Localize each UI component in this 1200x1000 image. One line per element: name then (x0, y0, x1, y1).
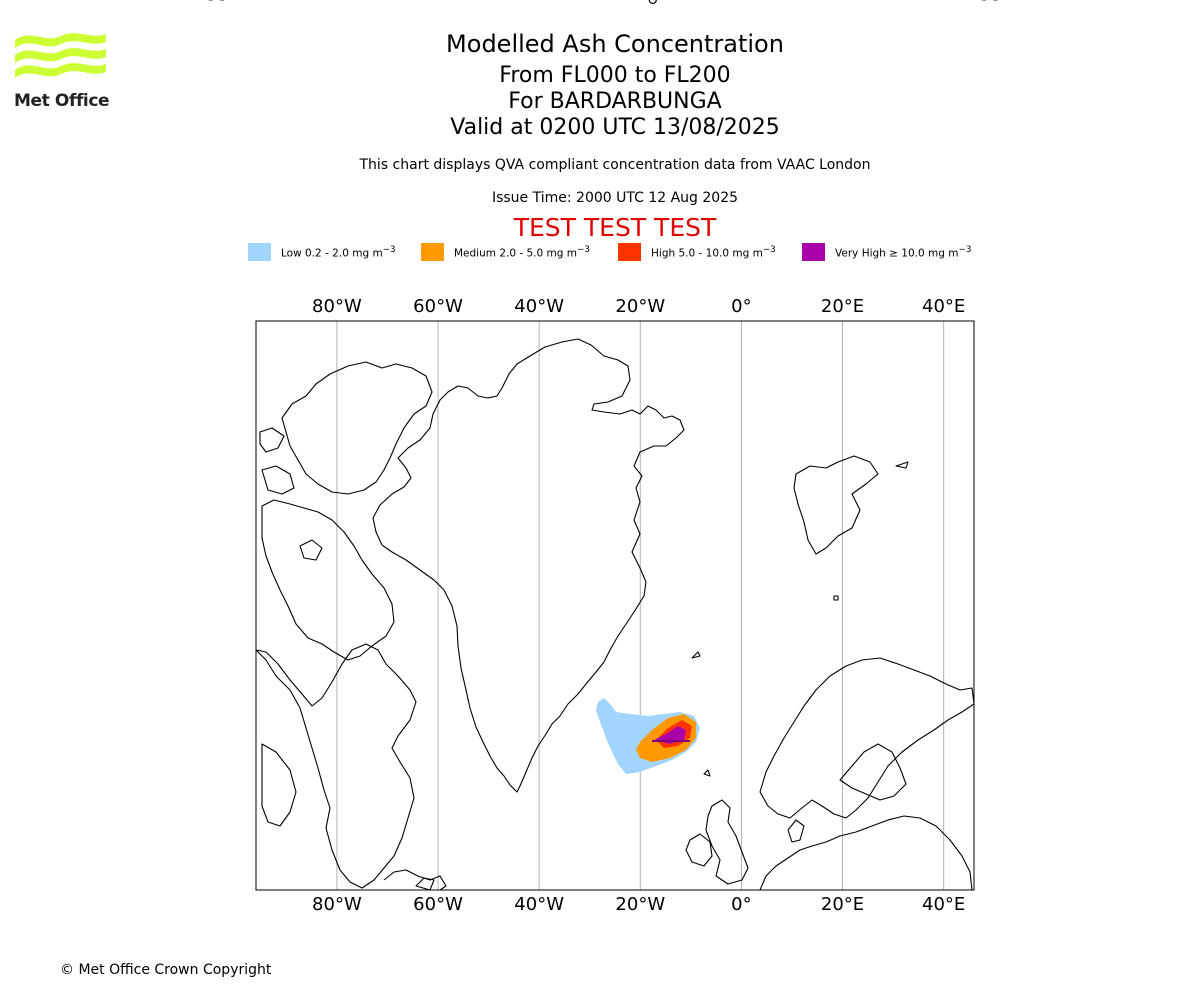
coastline-ellesmere (281, 361, 433, 495)
lon-tick-label-top: 20°E (821, 296, 864, 317)
issue-time: Issue Time: 2000 UTC 12 Aug 2025 (491, 190, 739, 206)
lon-tick-label-bottom: 20°W (615, 894, 665, 915)
lat-tick-label-left: 65°N (206, 0, 251, 5)
met-office-logo: Met Office (14, 30, 110, 112)
lat-tick-label-right: 60°N (979, 0, 1024, 5)
lat-tick-label-left: 80°N (206, 0, 251, 5)
lon-tick-label-top: 40°W (514, 296, 564, 317)
met-office-logo-waves (15, 33, 106, 78)
lat-tick-label-left: 70°N (206, 0, 251, 5)
lat-tick-label-left: 75°N (206, 0, 251, 5)
legend-label-medium: Medium 2.0 - 5.0 mg m−3 (454, 244, 590, 260)
coastline-hudson-bay (261, 743, 297, 827)
lon-tick-label-top: 80°W (312, 296, 362, 317)
lon-tick-label-bottom: 40°W (514, 894, 564, 915)
coastline-greenland (372, 338, 685, 793)
legend-label-low: Low 0.2 - 2.0 mg m−3 (281, 244, 396, 260)
coastline-baffin (261, 499, 395, 661)
legend-item-very-high: Very High ≥ 10.0 mg m−3 (802, 243, 971, 261)
legend-item-high: High 5.0 - 10.0 mg m−3 (618, 243, 776, 261)
lat-tick-label-right: 65°N (979, 0, 1024, 5)
coastline-jan-mayen (691, 651, 701, 659)
lat-tick-label-left: 50°N (206, 0, 251, 5)
map-frame-background (256, 321, 974, 890)
legend-swatch-very-high (802, 243, 825, 261)
coastline-islands-2 (299, 539, 323, 561)
legend-swatch-low (248, 243, 271, 261)
lon-tick-label-bottom: 20°E (821, 894, 864, 915)
coastline-faroes (703, 769, 711, 777)
coastline-great-britain (705, 799, 749, 885)
lon-tick-label-bottom: 60°W (413, 894, 463, 915)
legend-label-very-high: Very High ≥ 10.0 mg m−3 (835, 244, 972, 260)
lon-tick-label-top: 20°W (615, 296, 665, 317)
concentration-legend: Low 0.2 - 2.0 mg m−3 Medium 2.0 - 5.0 mg… (0, 243, 1200, 265)
coastline-finland-baltic (839, 743, 907, 801)
coastline-devon (259, 427, 285, 453)
coastline-svalbard (793, 455, 879, 555)
lat-tick-label-right: 70°N (979, 0, 1024, 5)
copyright-notice: © Met Office Crown Copyright (60, 962, 272, 978)
lat-tick-label-right: 80°N (979, 0, 1024, 5)
lon-tick-label-bottom: 40°E (922, 894, 965, 915)
ash-region-very-high (654, 726, 686, 744)
ash-plume (596, 698, 700, 774)
lat-tick-label-left: 60°N (206, 0, 251, 5)
test-banner: TEST TEST TEST (513, 213, 717, 242)
legend-label-high: High 5.0 - 10.0 mg m−3 (651, 244, 776, 260)
lon-tick-label-top: 60°W (413, 296, 463, 317)
coastline-north-america (256, 643, 417, 889)
legend-item-medium: Medium 2.0 - 5.0 mg m−3 (421, 243, 590, 261)
lon-tick-label-bottom: 0° (731, 894, 751, 915)
valid-time: Valid at 0200 UTC 13/08/2025 (450, 115, 780, 140)
legend-swatch-medium (421, 243, 444, 261)
legend-item-low: Low 0.2 - 2.0 mg m−3 (248, 243, 396, 261)
legend-swatch-high (618, 243, 641, 261)
coastline-scandinavia (759, 657, 974, 819)
axis-tick-labels: 80°W 80°W 60°W 60°W 40°W 40°W 20°W 20°W 0° 0° 20°E… (206, 0, 1025, 915)
lon-tick-label-top: 0° (731, 296, 751, 317)
coastline-ireland (685, 833, 713, 867)
volcano-marker (648, 0, 657, 5)
lon-tick-label-top: 40°E (922, 296, 965, 317)
flight-level-range: From FL000 to FL200 (499, 63, 731, 88)
lat-tick-label-right: 55°N (979, 0, 1024, 5)
graticule (336, 321, 945, 890)
lon-tick-label-bottom: 80°W (312, 894, 362, 915)
coastline-europe (759, 815, 973, 890)
lat-tick-label-right: 75°N (979, 0, 1024, 5)
chart-description: This chart displays QVA compliant concen… (359, 157, 871, 173)
volcano-name: For BARDARBUNGA (508, 89, 722, 114)
chart-title: Modelled Ash Concentration (446, 30, 784, 58)
coastline-denmark (787, 819, 805, 843)
lat-tick-label-right: 50°N (979, 0, 1024, 5)
coastline-bear-island (833, 595, 839, 601)
coastlines (256, 338, 974, 890)
lat-tick-label-left: 55°N (206, 0, 251, 5)
coastline-newfoundland (415, 877, 435, 890)
map-frame (255, 320, 975, 891)
met-office-logo-text: Met Office (14, 91, 110, 111)
coastline-nordaustlandet (895, 461, 909, 469)
coastline-islands-1 (261, 465, 295, 495)
